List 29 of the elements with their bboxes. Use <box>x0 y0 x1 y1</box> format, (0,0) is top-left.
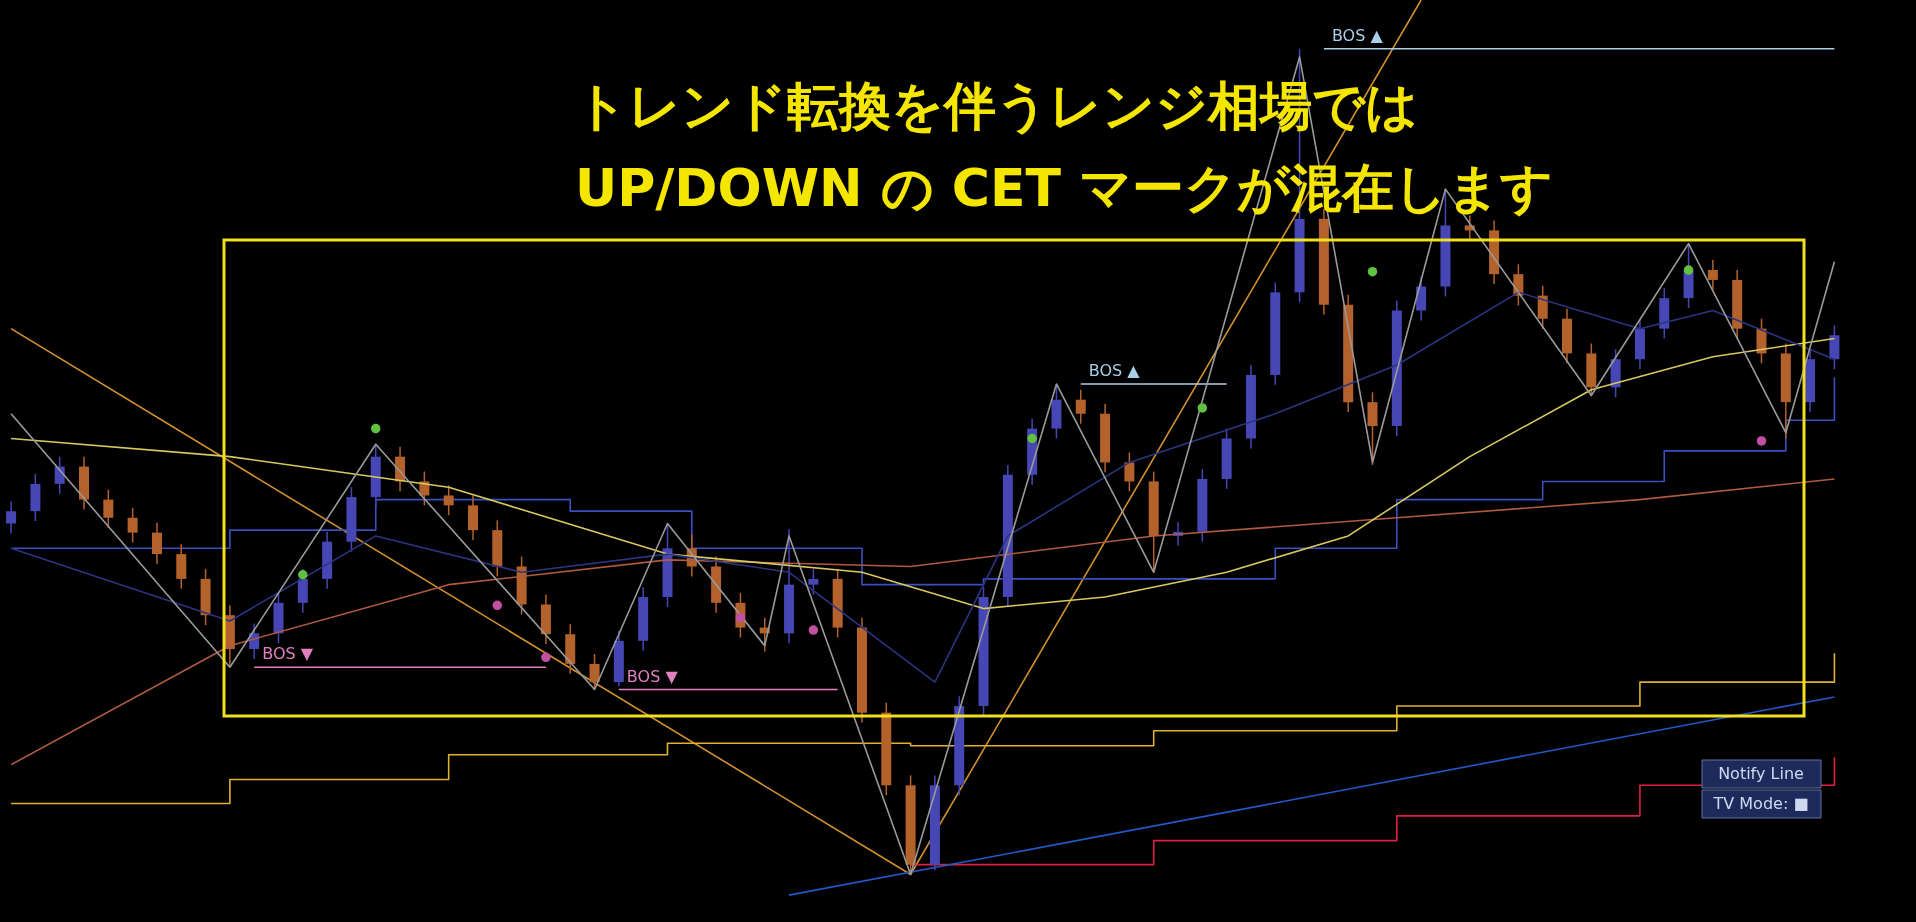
point <box>1027 433 1037 444</box>
point <box>1756 436 1767 446</box>
point <box>298 570 308 580</box>
candlestick <box>1829 324 1840 370</box>
point <box>492 600 503 611</box>
candlestick <box>589 653 600 691</box>
series-label: BOS ▼ <box>262 644 314 664</box>
series-label: BOS ▲ <box>1088 360 1141 380</box>
point <box>1197 403 1208 413</box>
candlestick <box>297 568 308 614</box>
series-label: BOS ▲ <box>1331 25 1384 45</box>
point <box>1367 266 1378 277</box>
candlestick <box>1707 259 1718 291</box>
point <box>735 612 746 623</box>
point <box>541 652 551 663</box>
series-label: BOS ▼ <box>626 666 679 686</box>
point <box>808 625 819 635</box>
point <box>371 423 381 434</box>
candlestick <box>1075 389 1086 425</box>
annotation: TV Mode: ■ <box>1712 794 1809 813</box>
candlestick <box>127 507 138 544</box>
point <box>1683 265 1694 275</box>
candlestick <box>6 500 17 535</box>
candlestick <box>1537 284 1548 330</box>
annotation: Notify Line <box>1718 764 1804 783</box>
candlestick <box>151 521 162 565</box>
candlestick <box>1124 451 1135 493</box>
candlestick <box>808 568 819 596</box>
candlestick <box>1367 391 1378 466</box>
